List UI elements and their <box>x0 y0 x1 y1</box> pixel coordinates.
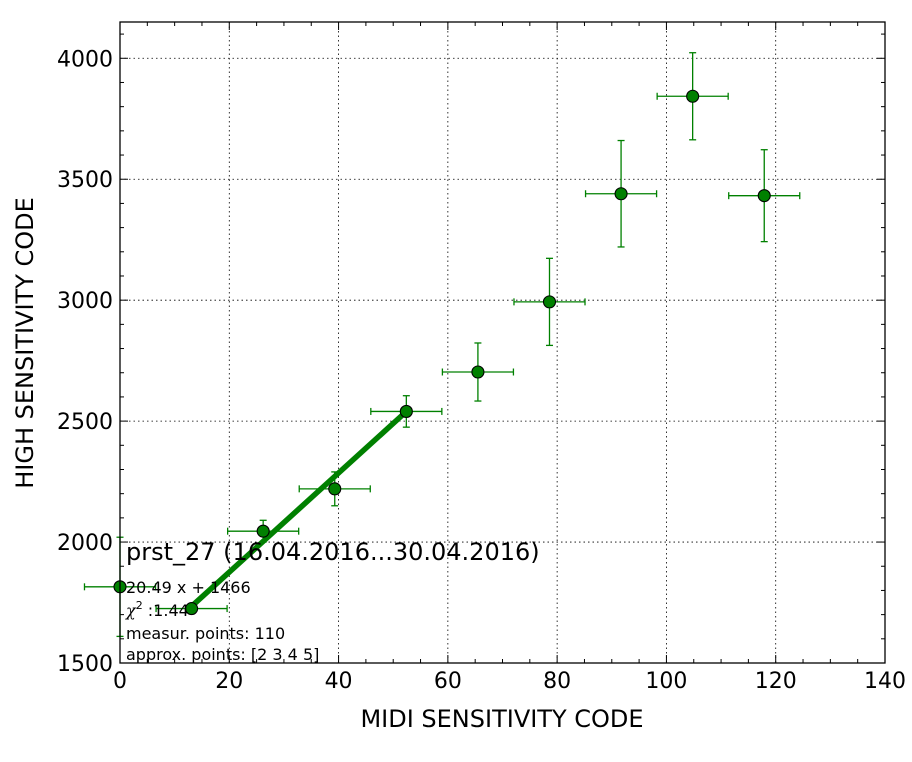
tick-labels: 0 20 40 60 80 100 120 140 1500 2000 2500 3000 3500 40… <box>57 47 906 694</box>
y-tick-label: 3000 <box>57 289 113 314</box>
data-point <box>471 365 485 379</box>
data-markers <box>113 89 771 616</box>
x-tick-label: 80 <box>543 669 571 694</box>
data-point <box>757 189 771 203</box>
y-tick-label: 3500 <box>57 168 113 193</box>
x-tick-label: 0 <box>113 669 127 694</box>
annotation-measur-points: measur. points: 110 <box>126 624 285 643</box>
data-point <box>328 482 342 496</box>
data-point <box>399 404 413 418</box>
data-point <box>542 295 557 309</box>
annotation-approx-points: approx. points: [2 3 4 5] <box>126 645 319 664</box>
annotation-chi: χ2 :1.44 <box>125 599 189 620</box>
data-point <box>185 602 199 616</box>
data-point <box>256 524 270 538</box>
y-tick-label: 2500 <box>57 410 113 435</box>
y-axis-label: HIGH SENSITIVITY CODE <box>11 197 39 489</box>
x-tick-label: 140 <box>864 669 906 694</box>
chi-value: :1.44 <box>143 601 189 620</box>
x-tick-label: 100 <box>645 669 687 694</box>
chi-symbol: χ <box>125 601 137 620</box>
fit-line <box>189 409 409 609</box>
x-tick-label: 20 <box>215 669 243 694</box>
y-tick-label: 4000 <box>57 47 113 72</box>
x-tick-label: 40 <box>325 669 353 694</box>
axis-ticks <box>119 22 886 664</box>
annotation-box: prst_27 (16.04.2016...30.04.2016) 20.49 … <box>125 538 540 664</box>
y-tick-label: 2000 <box>57 531 113 556</box>
data-point <box>614 187 628 201</box>
y-tick-label: 1500 <box>57 652 113 677</box>
plot-frame <box>119 21 886 664</box>
annotation-equation: 20.49 x + 1466 <box>126 578 251 597</box>
data-point <box>686 89 700 103</box>
fit-line-group <box>189 409 409 609</box>
chi-superscript: 2 <box>136 599 143 612</box>
x-tick-label: 120 <box>755 669 797 694</box>
x-axis-label: MIDI SENSITIVITY CODE <box>360 705 643 733</box>
x-tick-label: 60 <box>434 669 462 694</box>
annotation-title: prst_27 (16.04.2016...30.04.2016) <box>126 538 540 566</box>
